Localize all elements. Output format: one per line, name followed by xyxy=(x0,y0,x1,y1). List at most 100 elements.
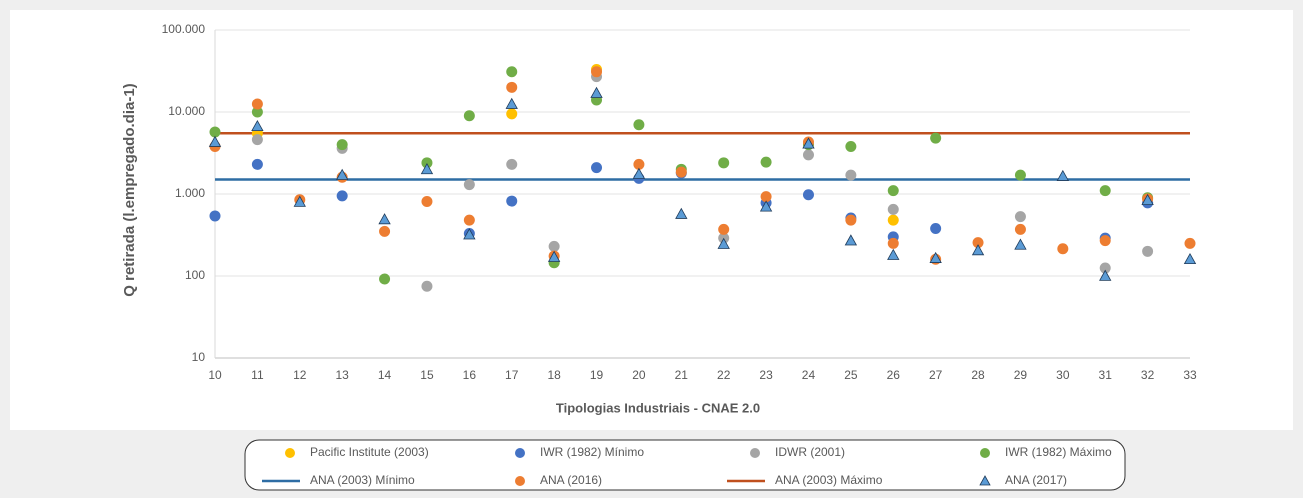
legend-swatch xyxy=(285,448,295,458)
point xyxy=(845,140,857,152)
legend-label: ANA (2016) xyxy=(540,473,602,487)
point xyxy=(336,190,348,202)
point xyxy=(251,134,263,146)
point xyxy=(1057,243,1069,255)
point xyxy=(929,251,942,263)
point xyxy=(802,137,815,149)
point xyxy=(845,169,857,181)
legend-label: IDWR (2001) xyxy=(775,445,845,459)
point xyxy=(930,222,942,234)
point xyxy=(463,214,475,226)
point xyxy=(844,234,858,246)
legend-swatch xyxy=(515,476,525,486)
x-tick-label: 18 xyxy=(547,368,561,382)
x-tick-label: 31 xyxy=(1099,368,1113,382)
point xyxy=(251,158,263,170)
point xyxy=(1099,235,1111,247)
point xyxy=(802,149,814,161)
legend-label: Pacific Institute (2003) xyxy=(310,445,429,459)
x-tick-label: 15 xyxy=(420,368,434,382)
x-tick-label: 29 xyxy=(1014,368,1028,382)
y-tick-label: 100 xyxy=(185,268,205,282)
point xyxy=(887,248,900,260)
point xyxy=(1099,262,1111,274)
point xyxy=(506,81,518,93)
point xyxy=(1014,211,1026,223)
point xyxy=(759,200,773,212)
point xyxy=(506,108,518,120)
point xyxy=(251,106,263,118)
point xyxy=(421,280,433,292)
x-tick-label: 10 xyxy=(208,368,222,382)
point xyxy=(802,189,814,201)
legend-swatch xyxy=(750,448,760,458)
point xyxy=(506,66,518,78)
point xyxy=(548,240,560,252)
x-tick-label: 16 xyxy=(463,368,477,382)
point xyxy=(675,207,688,219)
x-tick-label: 11 xyxy=(251,368,264,382)
x-tick-label: 22 xyxy=(717,368,731,382)
y-tick-label: 1.000 xyxy=(175,186,205,200)
point xyxy=(1141,193,1154,206)
point xyxy=(633,158,645,170)
x-tick-label: 33 xyxy=(1183,368,1197,382)
point xyxy=(718,157,730,169)
x-axis-title: Tipologias Industriais - CNAE 2.0 xyxy=(556,400,760,415)
y-tick-label: 100.000 xyxy=(162,22,206,36)
point xyxy=(336,139,348,151)
point xyxy=(421,196,433,208)
point xyxy=(718,223,730,235)
x-tick-label: 30 xyxy=(1056,368,1070,382)
point xyxy=(463,179,475,191)
x-tick-label: 19 xyxy=(590,368,604,382)
point xyxy=(887,203,899,215)
x-tick-label: 24 xyxy=(802,368,816,382)
point xyxy=(1014,223,1026,235)
point xyxy=(591,162,603,174)
point xyxy=(379,225,391,237)
x-tick-label: 23 xyxy=(759,368,773,382)
legend-swatch xyxy=(515,448,525,458)
point xyxy=(760,191,772,203)
x-tick-label: 27 xyxy=(929,368,943,382)
x-tick-label: 28 xyxy=(971,368,985,382)
point xyxy=(506,158,518,170)
point xyxy=(1099,185,1111,197)
point xyxy=(293,195,306,207)
legend-label: ANA (2003) Mínimo xyxy=(310,473,415,487)
point xyxy=(1014,238,1027,250)
legend-swatch xyxy=(979,475,991,486)
point xyxy=(887,214,899,226)
point xyxy=(972,237,984,249)
x-tick-label: 32 xyxy=(1141,368,1155,382)
point xyxy=(505,97,518,109)
point xyxy=(887,185,899,197)
point xyxy=(760,156,772,168)
point xyxy=(420,162,434,175)
point xyxy=(1056,169,1070,181)
x-tick-label: 21 xyxy=(675,368,689,382)
legend-label: IWR (1982) Máximo xyxy=(1005,445,1112,459)
chart-area xyxy=(10,10,1293,430)
point xyxy=(1099,269,1112,281)
point xyxy=(208,135,222,147)
legend-box xyxy=(244,439,1126,491)
point xyxy=(379,273,391,285)
legend-label: ANA (2017) xyxy=(1005,473,1067,487)
point xyxy=(930,132,942,144)
y-tick-label: 10 xyxy=(192,350,206,364)
point xyxy=(971,244,985,256)
legend-swatch xyxy=(980,448,990,458)
point xyxy=(632,167,646,179)
x-tick-label: 25 xyxy=(844,368,858,382)
legend-label: IWR (1982) Mínimo xyxy=(540,445,644,459)
point xyxy=(590,86,603,98)
point xyxy=(717,237,730,249)
x-tick-label: 14 xyxy=(378,368,392,382)
point xyxy=(251,98,263,110)
point xyxy=(378,213,391,225)
point xyxy=(845,214,857,226)
